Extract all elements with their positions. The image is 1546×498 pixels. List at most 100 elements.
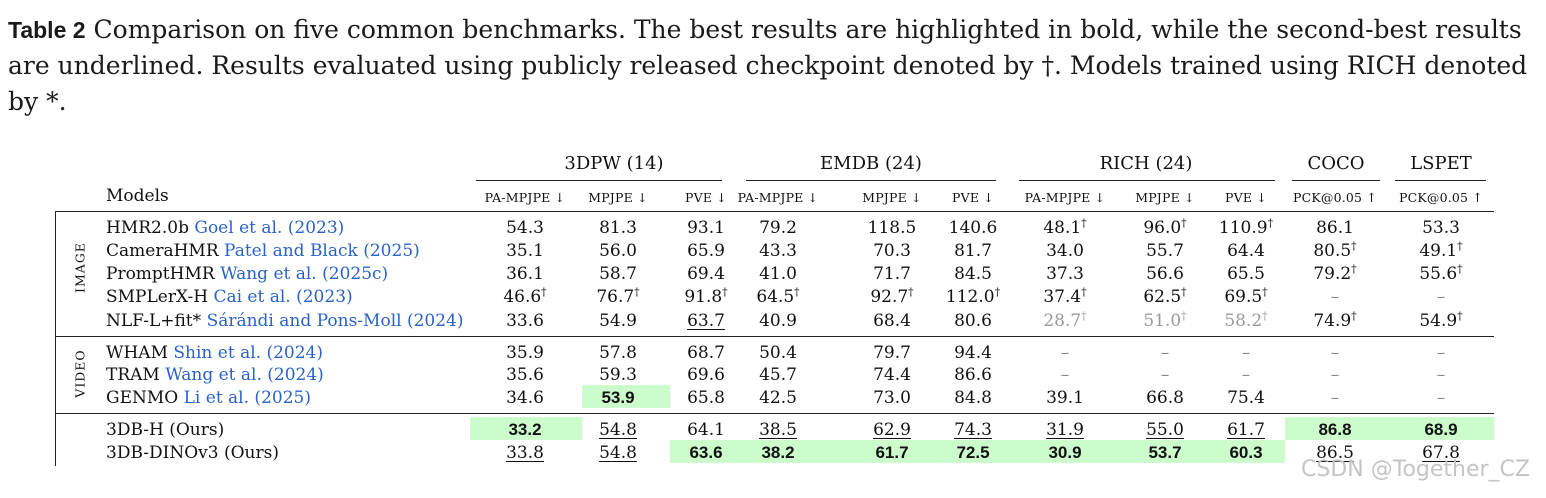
- section-rule: [55, 413, 1494, 414]
- table-cell: 79.2†: [1313, 262, 1357, 284]
- table-cell: 54.9†: [1419, 309, 1463, 331]
- group-header: LSPET: [1410, 153, 1472, 174]
- table-cell: 93.1: [687, 218, 725, 238]
- citation: Patel and Black (2025): [224, 241, 420, 261]
- table-cell: 64.4: [1227, 241, 1265, 261]
- table-caption: Table 2 Comparison on five common benchma…: [8, 12, 1538, 120]
- table-cell: 39.1: [1046, 388, 1084, 408]
- table-cell: 62.9: [873, 420, 911, 440]
- highlight-cell: [470, 417, 582, 440]
- model-name-text: PromptHMR: [106, 264, 215, 284]
- table-cell: 54.8: [599, 420, 637, 440]
- group-header: COCO: [1307, 153, 1365, 174]
- model-name-text: WHAM: [106, 343, 168, 363]
- table-cell: 45.7: [759, 365, 797, 385]
- highlight-cell: [1387, 417, 1494, 440]
- citation: Shin et al. (2024): [173, 343, 323, 363]
- table-cell: 41.0: [759, 264, 797, 284]
- metric-header: PCK@0.05 ↑: [1292, 190, 1378, 205]
- table-cell: 73.0: [873, 388, 911, 408]
- table-cell: 48.1†: [1043, 216, 1087, 238]
- table-cell: 62.5†: [1143, 285, 1187, 307]
- table-cell: 31.9: [1046, 420, 1084, 440]
- table-cell: 34.0: [1046, 241, 1084, 261]
- section-label: VIDEO: [72, 349, 88, 398]
- table-cell: 86.1: [1316, 218, 1354, 238]
- model-name-text: CameraHMR: [106, 241, 219, 261]
- highlight-cell: [1205, 440, 1285, 463]
- table-cell: 70.3: [873, 241, 911, 261]
- table-cell: 69.6: [687, 365, 725, 385]
- group-header: 3DPW (14): [564, 153, 664, 174]
- table-cell: 66.8: [1146, 388, 1184, 408]
- table-cell: 94.4: [954, 343, 992, 363]
- table-cell: 55.7: [1146, 241, 1184, 261]
- table-cell: 118.5: [867, 218, 917, 238]
- table-cell: 68.4: [873, 311, 911, 331]
- metric-header: PA-MPJPE ↓: [484, 190, 566, 205]
- model-name-text: 3DB-DINOv3 (Ours): [106, 443, 279, 463]
- model-name: TRAM Wang et al. (2024): [106, 365, 324, 385]
- citation: Li et al. (2025): [183, 388, 311, 408]
- table-cell: 110.9†: [1218, 216, 1274, 238]
- table-cell: 80.5†: [1313, 239, 1357, 261]
- table-cell: 54.3: [506, 218, 544, 238]
- table-cell: 80.6: [954, 311, 992, 331]
- table-cell: 35.6: [506, 365, 544, 385]
- model-name: HMR2.0b Goel et al. (2023): [106, 218, 344, 238]
- table-cell: 81.3: [599, 218, 637, 238]
- highlight-cell: [845, 440, 940, 463]
- table-cell: 55.6†: [1419, 262, 1463, 284]
- section-label: IMAGE: [72, 242, 88, 293]
- model-name-text: GENMO: [106, 388, 179, 408]
- citation: Wang et al. (2025c): [220, 264, 389, 284]
- table-cell: 53.9: [601, 388, 635, 407]
- model-name: SMPLerX-H Cai et al. (2023): [106, 287, 353, 307]
- table-cell: 55.0: [1146, 420, 1184, 440]
- table-cell: 63.7: [687, 311, 725, 331]
- table-cell: 84.5: [954, 264, 992, 284]
- model-name: 3DB-H (Ours): [106, 420, 224, 440]
- table-cell: 74.4: [873, 365, 911, 385]
- table-cell: –: [1330, 388, 1340, 408]
- table-cell: 64.1: [687, 420, 725, 440]
- group-underline: [746, 180, 996, 181]
- model-name-text: TRAM: [106, 365, 160, 385]
- group-header: RICH (24): [1099, 153, 1193, 174]
- metric-header: PA-MPJPE ↓: [1024, 190, 1106, 205]
- table-cell: 64.5†: [756, 285, 800, 307]
- table-cell: 71.7: [873, 264, 911, 284]
- table-cell: 58.7: [599, 264, 637, 284]
- citation: Cai et al. (2023): [213, 287, 353, 307]
- highlight-cell: [742, 440, 845, 463]
- metric-header: PCK@0.05 ↑: [1398, 190, 1484, 205]
- table-cell: 49.1†: [1419, 239, 1463, 261]
- metric-header: MPJPE ↓: [862, 190, 922, 205]
- table-cell: –: [1436, 287, 1446, 307]
- table-cell: 56.0: [599, 241, 637, 261]
- table-cell: 30.9: [1048, 443, 1082, 462]
- model-name: GENMO Li et al. (2025): [106, 388, 311, 408]
- table-cell: –: [1330, 343, 1340, 363]
- metric-header: MPJPE ↓: [1135, 190, 1195, 205]
- section-rule: [55, 336, 1494, 337]
- table-cell: 53.3: [1422, 218, 1460, 238]
- table-cell: 79.2: [759, 218, 797, 238]
- table-cell: 92.7†: [870, 285, 914, 307]
- table-cell: 37.3: [1046, 264, 1084, 284]
- table-cell: 35.9: [506, 343, 544, 363]
- table-cell: –: [1330, 287, 1340, 307]
- table-cell: –: [1160, 343, 1170, 363]
- table-cell: 38.2: [761, 443, 795, 462]
- table-cell: 58.2†: [1224, 309, 1268, 331]
- table-cell: –: [1436, 365, 1446, 385]
- group-header: EMDB (24): [820, 153, 922, 174]
- table-cell: 96.0†: [1143, 216, 1187, 238]
- table-cell: 33.2: [508, 420, 542, 439]
- highlight-cell: [1005, 440, 1115, 463]
- model-name: WHAM Shin et al. (2024): [106, 343, 323, 363]
- table-cell: –: [1436, 388, 1446, 408]
- table-cell: 53.7: [1148, 443, 1182, 462]
- model-name-text: HMR2.0b: [106, 218, 189, 238]
